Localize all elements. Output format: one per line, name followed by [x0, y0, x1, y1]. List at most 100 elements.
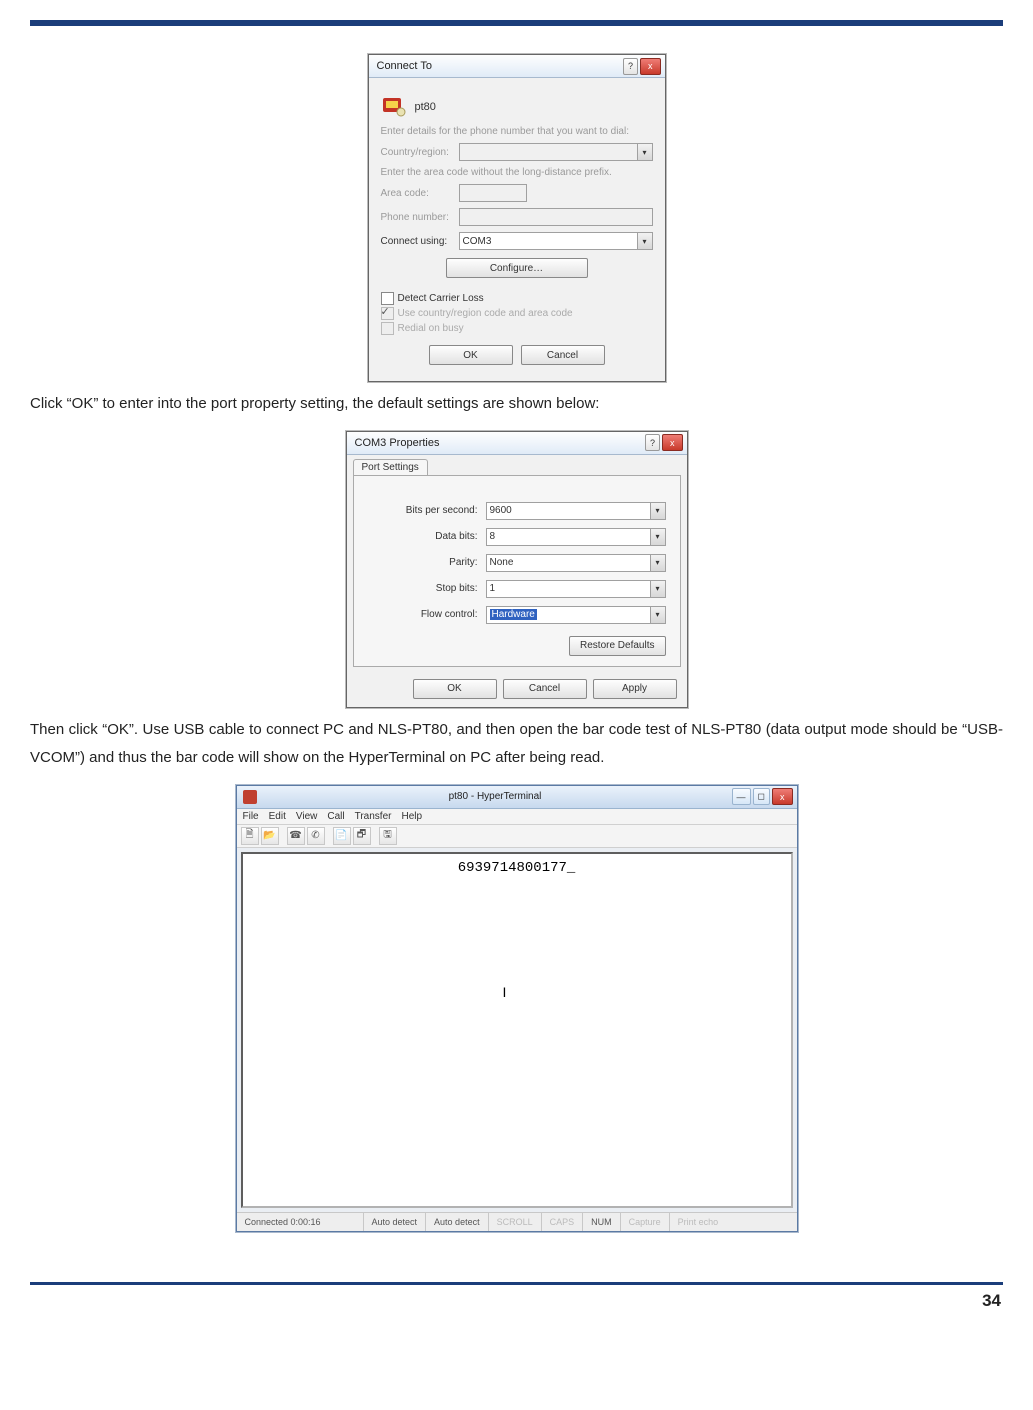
properties-icon[interactable]: 🗗: [353, 827, 371, 845]
chevron-down-icon: ▾: [650, 607, 665, 623]
phone-input[interactable]: [459, 208, 653, 226]
connect-label: Connect using:: [381, 236, 453, 247]
close-button[interactable]: x: [772, 788, 793, 805]
flow-control-label: Flow control:: [368, 609, 478, 620]
phone-label: Phone number:: [381, 212, 453, 223]
icon-row: pt80: [381, 94, 653, 120]
redial-label: Redial on busy: [398, 323, 464, 334]
ht-title: pt80 - HyperTerminal: [261, 791, 730, 802]
tab-strip: Port Settings: [353, 459, 687, 475]
send-icon[interactable]: 📄: [333, 827, 351, 845]
detect-carrier-label: Detect Carrier Loss: [398, 293, 484, 304]
area-row: Area code:: [381, 184, 653, 202]
chevron-down-icon: ▾: [650, 503, 665, 519]
cancel-button[interactable]: Cancel: [503, 679, 587, 699]
cancel-button[interactable]: Cancel: [521, 345, 605, 365]
status-num: NUM: [583, 1213, 621, 1231]
terminal-output: 6939714800177_: [458, 860, 576, 876]
tab-port-settings[interactable]: Port Settings: [353, 459, 428, 475]
connect-combo[interactable]: COM3 ▾: [459, 232, 653, 250]
app-icon: [243, 790, 257, 804]
figure-com3-properties: COM3 Properties ? x Port Settings Bits p…: [30, 431, 1003, 708]
parity-combo[interactable]: None ▾: [486, 554, 666, 572]
connect-row: Connect using: COM3 ▾: [381, 232, 653, 250]
stop-bits-row: Stop bits: 1 ▾: [368, 580, 666, 598]
chevron-down-icon: ▾: [637, 144, 652, 160]
country-row: Country/region: ▾: [381, 143, 653, 161]
cursor-mark: I: [503, 984, 507, 1000]
checkbox-icon: [381, 322, 394, 335]
restore-defaults-button[interactable]: Restore Defaults: [569, 636, 665, 656]
connection-name: pt80: [415, 101, 436, 113]
disconnect-icon[interactable]: ✆: [307, 827, 325, 845]
data-bits-row: Data bits: 8 ▾: [368, 528, 666, 546]
checkbox-icon: [381, 307, 394, 320]
ht-status-bar: Connected 0:00:16 Auto detect Auto detec…: [237, 1212, 797, 1231]
desc-phone: Enter details for the phone number that …: [381, 126, 653, 137]
connect-to-title: Connect To: [377, 60, 621, 72]
menu-view[interactable]: View: [296, 811, 318, 822]
figure-hyperterminal: pt80 - HyperTerminal — ◻ x File Edit Vie…: [30, 785, 1003, 1232]
area-input[interactable]: [459, 184, 527, 202]
minimize-button[interactable]: —: [732, 788, 751, 805]
help-button[interactable]: ?: [645, 434, 660, 451]
new-icon[interactable]: 🗎: [241, 827, 259, 845]
menu-call[interactable]: Call: [327, 811, 344, 822]
bits-per-second-combo[interactable]: 9600 ▾: [486, 502, 666, 520]
terminal-area[interactable]: 6939714800177_ I: [241, 852, 793, 1208]
stop-bits-label: Stop bits:: [368, 583, 478, 594]
bits-per-second-value: 9600: [490, 505, 512, 516]
maximize-button[interactable]: ◻: [753, 788, 770, 805]
restore-row: Restore Defaults: [368, 636, 666, 656]
close-button[interactable]: x: [662, 434, 683, 451]
parity-row: Parity: None ▾: [368, 554, 666, 572]
menu-transfer[interactable]: Transfer: [355, 811, 392, 822]
paragraph-2: Then click “OK”. Use USB cable to connec…: [30, 716, 1003, 773]
connect-to-body: pt80 Enter details for the phone number …: [369, 78, 665, 381]
page-number: 34: [30, 1291, 1003, 1319]
menu-file[interactable]: File: [243, 811, 259, 822]
menu-help[interactable]: Help: [401, 811, 422, 822]
dialog-buttons: OK Cancel Apply: [347, 675, 687, 707]
close-button[interactable]: x: [640, 58, 661, 75]
connect-icon[interactable]: ☎: [287, 827, 305, 845]
configure-button[interactable]: Configure…: [446, 258, 588, 278]
chevron-down-icon: ▾: [650, 581, 665, 597]
apply-button[interactable]: Apply: [593, 679, 677, 699]
open-icon[interactable]: 📂: [261, 827, 279, 845]
stop-bits-value: 1: [490, 583, 496, 594]
bottom-divider: [30, 1282, 1003, 1285]
settings-icon[interactable]: 🖫: [379, 827, 397, 845]
ok-button[interactable]: OK: [413, 679, 497, 699]
paragraph-1: Click “OK” to enter into the port proper…: [30, 390, 1003, 419]
data-bits-value: 8: [490, 531, 496, 542]
status-scroll: SCROLL: [489, 1213, 542, 1231]
use-country-row: Use country/region code and area code: [381, 307, 653, 320]
data-bits-label: Data bits:: [368, 531, 478, 542]
parity-value: None: [490, 557, 514, 568]
checkbox-icon: [381, 292, 394, 305]
com3-title: COM3 Properties: [355, 437, 643, 449]
ht-menu-bar: File Edit View Call Transfer Help: [237, 809, 797, 825]
status-echo: Print echo: [670, 1213, 727, 1231]
ok-button[interactable]: OK: [429, 345, 513, 365]
area-label: Area code:: [381, 188, 453, 199]
chevron-down-icon: ▾: [637, 233, 652, 249]
detect-carrier-row[interactable]: Detect Carrier Loss: [381, 292, 653, 305]
stop-bits-combo[interactable]: 1 ▾: [486, 580, 666, 598]
help-button[interactable]: ?: [623, 58, 638, 75]
flow-control-row: Flow control: Hardware ▾: [368, 606, 666, 624]
flow-control-combo[interactable]: Hardware ▾: [486, 606, 666, 624]
figure-connect-to: Connect To ? x pt80 Enter details for th…: [30, 54, 1003, 382]
menu-edit[interactable]: Edit: [269, 811, 286, 822]
top-divider: [30, 20, 1003, 26]
com3-titlebar: COM3 Properties ? x: [347, 432, 687, 455]
button-row: OK Cancel: [381, 345, 653, 365]
data-bits-combo[interactable]: 8 ▾: [486, 528, 666, 546]
country-combo[interactable]: ▾: [459, 143, 653, 161]
redial-row: Redial on busy: [381, 322, 653, 335]
connect-to-dialog: Connect To ? x pt80 Enter details for th…: [368, 54, 666, 382]
status-capture: Capture: [621, 1213, 670, 1231]
com3-properties-dialog: COM3 Properties ? x Port Settings Bits p…: [346, 431, 688, 708]
configure-row: Configure…: [381, 258, 653, 278]
